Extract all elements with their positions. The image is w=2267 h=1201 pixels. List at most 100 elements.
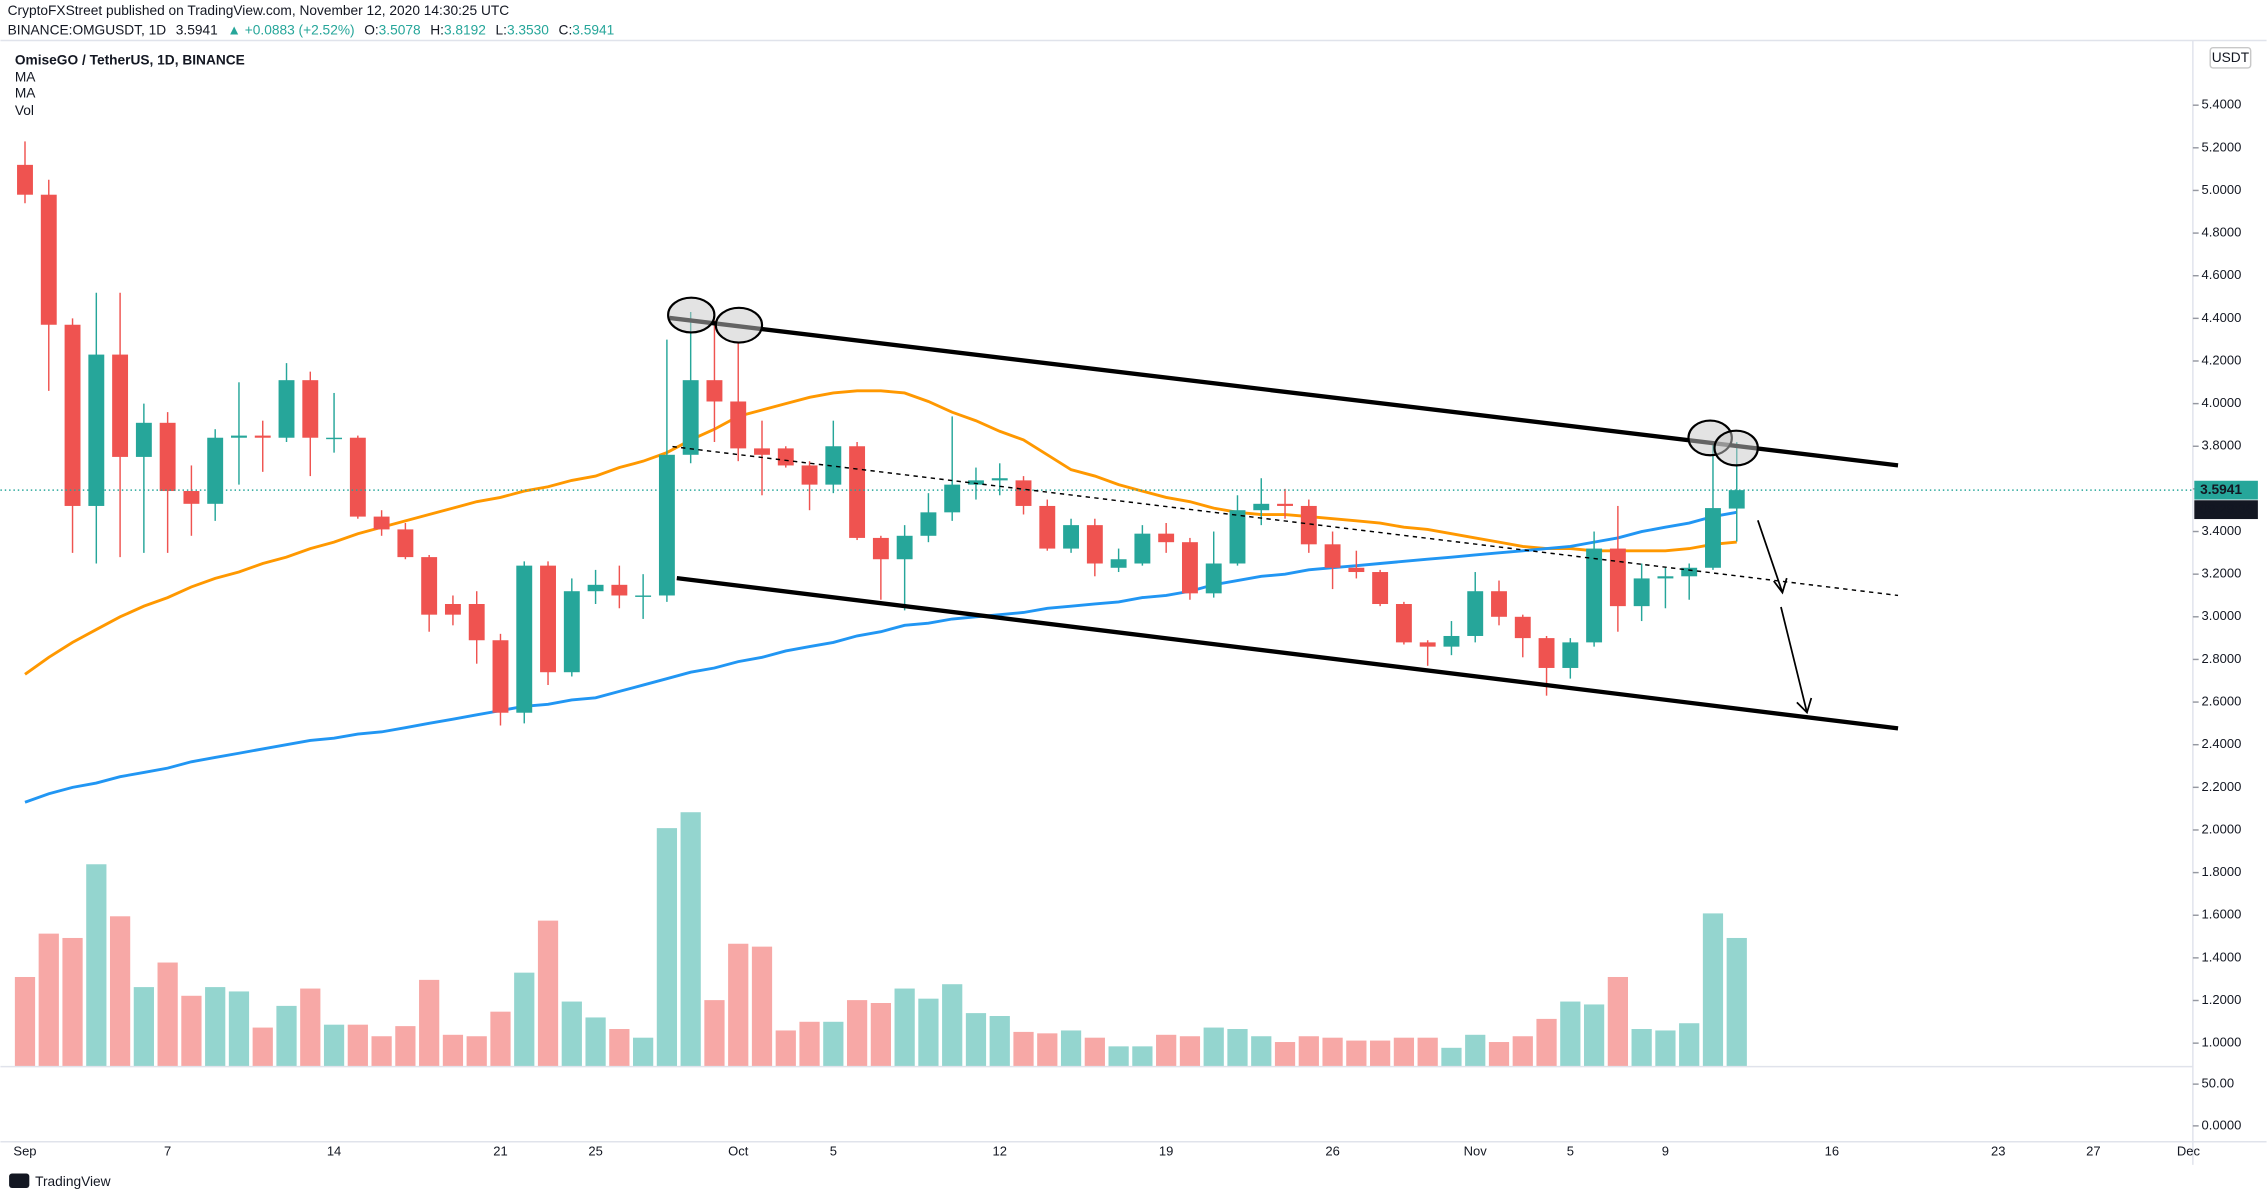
candle-body: [421, 557, 438, 615]
candle-body: [920, 512, 937, 536]
countdown-box: [2194, 500, 2258, 520]
candle-body: [563, 591, 580, 673]
ohlc-label: H:: [430, 22, 444, 37]
candle-body: [1300, 505, 1317, 545]
candle-body: [1562, 642, 1579, 668]
candle-body: [1324, 544, 1341, 568]
y-tick-label: 1.4000: [2202, 949, 2242, 964]
y-tick-label: 4.4000: [2202, 310, 2242, 325]
volume-bar: [537, 920, 559, 1067]
volume-bar: [656, 828, 678, 1067]
x-tick-label: 19: [1159, 1143, 1173, 1158]
volume-bar: [14, 976, 36, 1067]
candle-body: [1586, 548, 1603, 643]
y-tick-label: 4.0000: [2202, 395, 2242, 410]
candle-body: [658, 454, 675, 596]
ohlc-label: O:: [364, 22, 378, 37]
x-tick-label: Sep: [13, 1143, 36, 1158]
candle-body: [1681, 567, 1698, 577]
candle-body: [801, 465, 818, 485]
volume-bar: [870, 1003, 891, 1067]
y-tick-label: 2.2000: [2202, 779, 2242, 794]
candle-body: [207, 437, 224, 504]
volume-bar: [1560, 1001, 1581, 1067]
x-tick-label: 9: [1662, 1143, 1669, 1158]
candle-body: [1395, 604, 1412, 643]
y-tick-label: 2.0000: [2202, 821, 2242, 836]
candle-body: [1633, 578, 1650, 607]
footer: TradingView: [35, 1174, 111, 1189]
candle-body: [1538, 638, 1555, 668]
volume-bar: [1512, 1036, 1533, 1067]
volume-bar: [1536, 1018, 1557, 1067]
volume-bar: [561, 1001, 582, 1067]
candle-body: [849, 446, 866, 538]
volume-bar: [490, 1011, 511, 1067]
volume-bar: [846, 1000, 868, 1067]
volume-bar: [1679, 1023, 1700, 1067]
y-tick-label: 5.4000: [2202, 97, 2242, 112]
candle-body: [1467, 591, 1484, 636]
candle-body: [611, 584, 628, 596]
x-tick-label: 7: [164, 1143, 171, 1158]
volume-bar: [133, 987, 154, 1067]
volume-bar: [252, 1027, 273, 1067]
y-tick-label: 5.2000: [2202, 139, 2242, 154]
x-tick-label: 25: [588, 1143, 602, 1158]
highlight-ellipse: [714, 306, 764, 344]
y-tick-label: 3.0000: [2202, 608, 2242, 623]
volume-bar: [1465, 1034, 1486, 1067]
volume-bar: [1227, 1029, 1248, 1067]
annotations: [667, 296, 1899, 731]
volume-bar: [894, 988, 915, 1067]
candle-body: [373, 516, 390, 530]
x-tick-label: 23: [1991, 1143, 2005, 1158]
volume-bar: [1488, 1042, 1510, 1067]
volume-bar: [1322, 1037, 1343, 1067]
candle-body: [730, 401, 747, 449]
ohlc-value: 3.5941: [572, 22, 614, 37]
legend-entry: MA: [15, 70, 36, 85]
moving-average: [24, 510, 1737, 804]
volume-bar: [1251, 1036, 1272, 1067]
candle-body: [754, 448, 770, 455]
candle-body: [1728, 490, 1745, 509]
volume-bar: [1274, 1042, 1296, 1067]
y-tick-label: 4.6000: [2202, 267, 2242, 282]
candle-body: [1158, 533, 1175, 543]
channel-lower: [676, 575, 1899, 731]
candle-body: [183, 491, 200, 504]
volume-bar: [1203, 1027, 1224, 1067]
x-tick-label: Nov: [1464, 1143, 1488, 1158]
legend-entry: Vol: [15, 103, 34, 118]
candle-body: [492, 640, 509, 713]
x-tick-label: 26: [1325, 1143, 1339, 1158]
candle-body: [825, 446, 842, 485]
mid-line: [672, 445, 1899, 597]
volume-bar: [942, 984, 963, 1067]
publisher: CryptoFXStreet published on TradingView.…: [8, 3, 510, 18]
volume-bar: [965, 1013, 987, 1067]
arrow: [1757, 520, 1788, 595]
candle-body: [1063, 525, 1080, 549]
volume-bar: [1013, 1031, 1034, 1067]
volume-bar: [680, 812, 701, 1067]
volume-bar: [1037, 1033, 1058, 1067]
candle-body: [135, 422, 152, 457]
candle-body: [444, 604, 461, 615]
volume-bar: [157, 962, 178, 1067]
last-price-label: 3.5941: [2200, 482, 2242, 497]
volume-bar: [989, 1016, 1010, 1067]
volume-bar: [181, 995, 202, 1067]
candle-body: [1491, 591, 1507, 617]
logo: [9, 1173, 30, 1188]
volume-bar: [609, 1029, 630, 1067]
candle-body: [1134, 533, 1151, 564]
candle-body: [1657, 576, 1674, 579]
candle-body: [1348, 567, 1365, 573]
y-tick-label: 5.0000: [2202, 182, 2242, 197]
volume-bar: [704, 1000, 725, 1067]
candle-body: [1229, 510, 1246, 564]
